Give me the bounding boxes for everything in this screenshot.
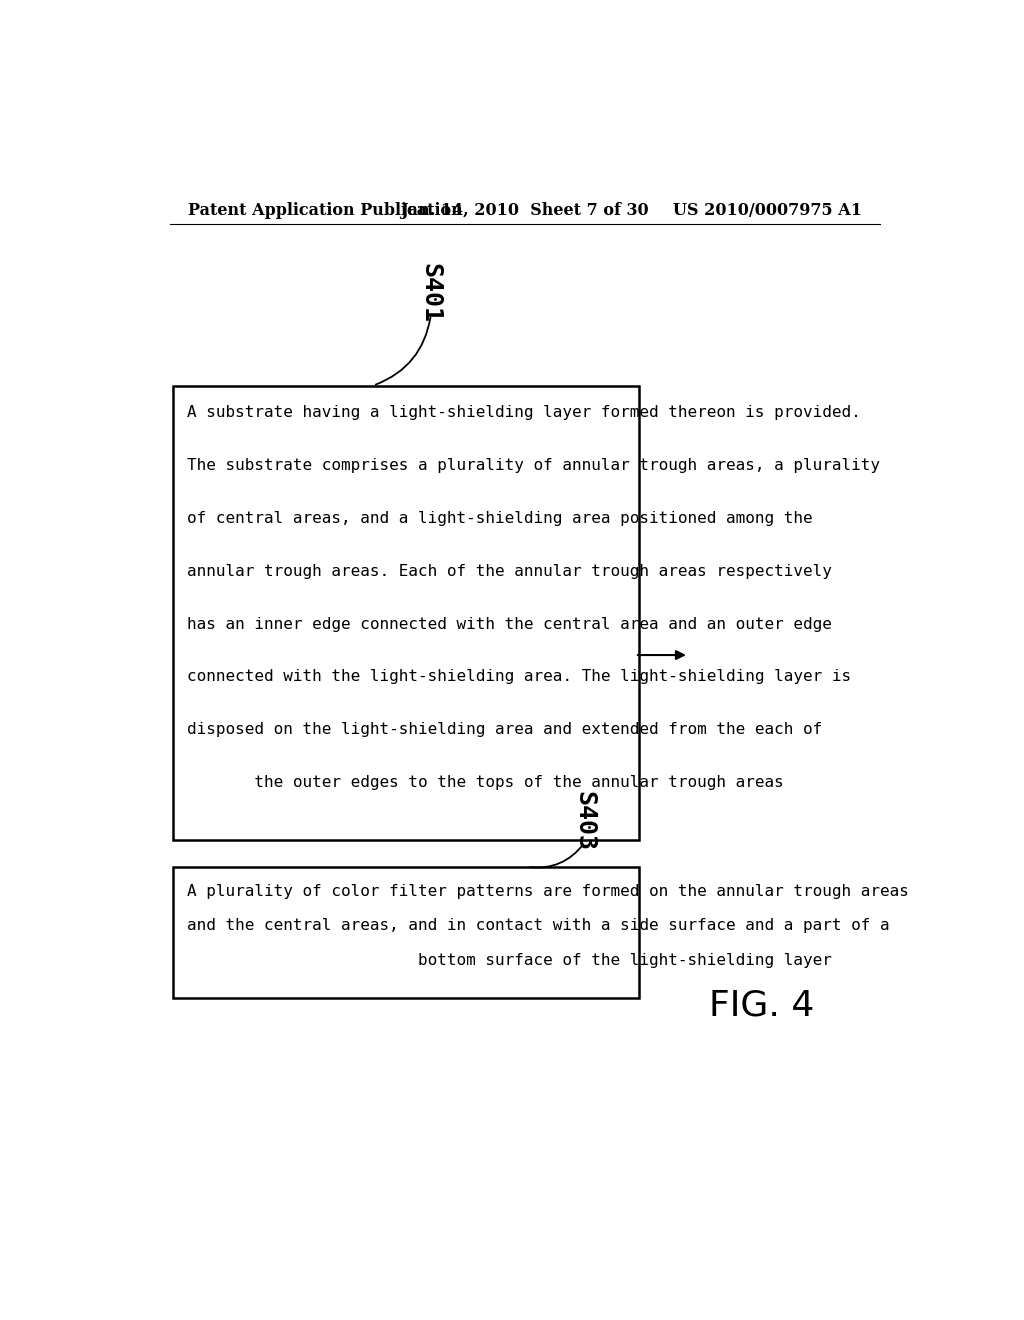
Text: Jan. 14, 2010  Sheet 7 of 30: Jan. 14, 2010 Sheet 7 of 30 <box>400 202 649 219</box>
Text: has an inner edge connected with the central area and an outer edge: has an inner edge connected with the cen… <box>186 616 831 631</box>
FancyArrowPatch shape <box>376 317 430 384</box>
Text: bottom surface of the light-shielding layer: bottom surface of the light-shielding la… <box>186 953 831 968</box>
Text: the outer edges to the tops of the annular trough areas: the outer edges to the tops of the annul… <box>186 775 783 791</box>
Text: and the central areas, and in contact with a side surface and a part of a: and the central areas, and in contact wi… <box>186 919 890 933</box>
Text: S403: S403 <box>572 791 597 850</box>
Text: US 2010/0007975 A1: US 2010/0007975 A1 <box>673 202 862 219</box>
Text: A substrate having a light-shielding layer formed thereon is provided.: A substrate having a light-shielding lay… <box>186 405 860 420</box>
Text: annular trough areas. Each of the annular trough areas respectively: annular trough areas. Each of the annula… <box>186 564 831 578</box>
Text: A plurality of color filter patterns are formed on the annular trough areas: A plurality of color filter patterns are… <box>186 884 908 899</box>
Text: The substrate comprises a plurality of annular trough areas, a plurality: The substrate comprises a plurality of a… <box>186 458 880 473</box>
Bar <box>173 867 639 998</box>
Bar <box>173 385 639 840</box>
Text: S401: S401 <box>419 263 442 323</box>
FancyArrowPatch shape <box>529 845 584 867</box>
Text: FIG. 4: FIG. 4 <box>710 989 815 1023</box>
Text: Patent Application Publication: Patent Application Publication <box>188 202 463 219</box>
Text: connected with the light-shielding area. The light-shielding layer is: connected with the light-shielding area.… <box>186 669 851 685</box>
Text: of central areas, and a light-shielding area positioned among the: of central areas, and a light-shielding … <box>186 511 812 525</box>
Text: disposed on the light-shielding area and extended from the each of: disposed on the light-shielding area and… <box>186 722 822 738</box>
